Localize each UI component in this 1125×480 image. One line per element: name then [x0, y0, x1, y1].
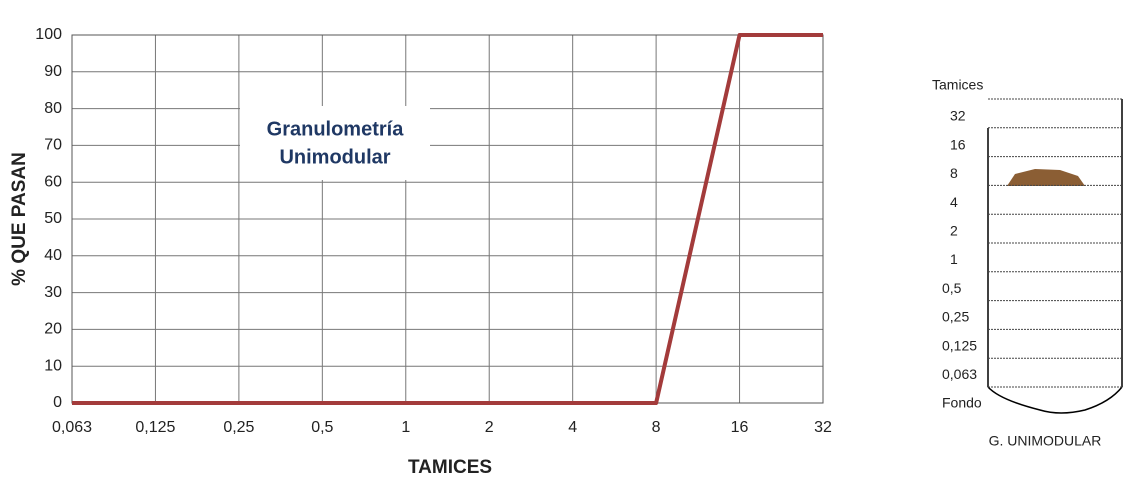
y-tick-label: 90 [44, 63, 62, 80]
data-line [72, 33, 823, 405]
x-tick-label: 1 [401, 419, 410, 436]
y-tick-label: 40 [44, 247, 62, 264]
sieve-title: Tamices [932, 77, 983, 93]
sieve-diagram: Tamices G. UNIMODULAR 32 16 8 4 2 1 0,5 0,25 0,1… [932, 77, 1123, 449]
y-tick-label: 20 [44, 321, 62, 338]
sieve-label: 16 [950, 136, 966, 152]
annotation: Unimodular [279, 146, 390, 168]
x-tick-label: 0,063 [52, 419, 92, 436]
y-tick-label: 50 [44, 210, 62, 227]
sieve-label: 4 [950, 194, 958, 210]
sieve-label: 0,25 [942, 309, 969, 325]
material-pile [1007, 169, 1085, 186]
sieve-label: 32 [950, 108, 966, 124]
sieve-label: 0,063 [942, 366, 977, 382]
sieve-label: 2 [950, 223, 958, 239]
sieve-label: Fondo [942, 395, 982, 411]
y-axis-title: % QUE PASAN [9, 152, 30, 286]
x-tick-label: 2 [485, 419, 494, 436]
sieve-label: 0,5 [942, 280, 962, 296]
x-tick-label: 8 [652, 419, 661, 436]
y-tick-label: 70 [44, 137, 62, 154]
x-tick-label: 0,5 [311, 419, 333, 436]
y-tick-label: 60 [44, 173, 62, 190]
x-tick-label: 0,125 [135, 419, 175, 436]
y-tick-label: 30 [44, 284, 62, 301]
annotation-box [240, 106, 430, 180]
x-axis-title: TAMICES [408, 457, 492, 478]
y-tick-label: 0 [53, 394, 62, 411]
sieve-label: 8 [950, 165, 958, 181]
x-tick-label: 4 [568, 419, 577, 436]
y-tick-label: 10 [44, 357, 62, 374]
x-tick-label: 16 [731, 419, 749, 436]
x-tick-label: 32 [814, 419, 832, 436]
sieve-label: 0,125 [942, 337, 977, 353]
y-tick-label: 80 [44, 100, 62, 117]
annotation: Granulometría [267, 118, 405, 140]
sieve-label: 1 [950, 251, 958, 267]
sieve-caption: G. UNIMODULAR [989, 433, 1102, 449]
y-tick-label: 100 [35, 26, 62, 43]
x-tick-label: 0,25 [223, 419, 254, 436]
sieve-bottom [987, 386, 1123, 414]
